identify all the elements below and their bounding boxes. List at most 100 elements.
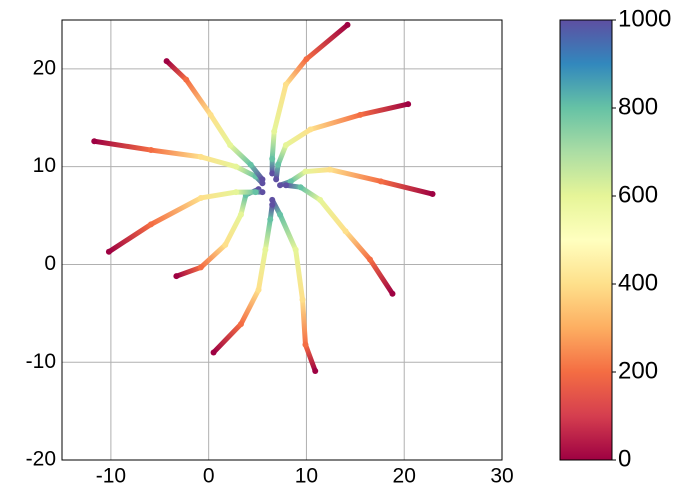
trajectory-segment: [293, 247, 306, 303]
point: [357, 111, 364, 118]
colorbar-tick-label: 1000: [618, 5, 671, 32]
colorbar-tick-label: 400: [618, 269, 658, 296]
point: [317, 196, 324, 203]
trajectory-segment: [271, 82, 289, 134]
point: [297, 184, 304, 191]
point: [267, 216, 274, 223]
point: [302, 168, 309, 175]
point: [344, 21, 351, 28]
trajectory-segment: [183, 77, 214, 118]
trajectory-segment: [300, 297, 308, 348]
colorbar: 0 200 400 600 800 1000: [559, 5, 671, 472]
point: [277, 211, 284, 218]
trajectory-segment: [317, 197, 349, 234]
point: [307, 126, 314, 133]
trajectory-segment: [211, 321, 244, 355]
point: [303, 56, 310, 63]
point: [282, 81, 289, 88]
point: [269, 155, 276, 162]
trajectory-segment: [173, 264, 204, 279]
point: [389, 290, 396, 297]
trajectory-segment: [198, 154, 239, 170]
trajectory-segment: [303, 22, 351, 62]
trajectory-segment: [269, 128, 277, 162]
point: [163, 58, 170, 65]
trajectory-segment: [283, 127, 313, 148]
point: [222, 241, 229, 248]
x-tick-label: 0: [203, 465, 215, 488]
trajectory-segment: [262, 216, 273, 253]
trajectory-segment: [302, 167, 333, 175]
y-tick-label: -20: [26, 448, 56, 471]
trajectory-segment: [343, 228, 373, 263]
trajectory-segment: [227, 142, 254, 168]
point: [247, 161, 254, 168]
point: [147, 221, 154, 228]
x-tick-label: -10: [96, 465, 126, 488]
point: [377, 178, 384, 185]
point: [233, 163, 240, 170]
trajectory-segment: [238, 192, 249, 218]
trajectory-segment: [91, 138, 154, 153]
point: [269, 170, 276, 177]
point: [233, 189, 240, 196]
point: [197, 264, 204, 271]
point: [302, 341, 309, 348]
trajectory-segment: [327, 167, 384, 184]
point: [405, 101, 412, 108]
trajectory-segment: [222, 212, 244, 248]
trajectory-segment: [164, 58, 189, 83]
point: [91, 138, 98, 145]
plot-frame: [61, 19, 503, 461]
trajectory-segment: [198, 189, 239, 201]
trajectory-segment: [233, 164, 259, 179]
trajectory-segment: [148, 147, 204, 160]
point: [429, 191, 436, 198]
point: [237, 321, 244, 328]
point: [183, 76, 190, 83]
trajectory-segment: [106, 221, 154, 255]
point: [275, 161, 282, 168]
point: [367, 256, 373, 263]
point: [147, 147, 154, 154]
point: [277, 182, 284, 189]
point: [252, 189, 259, 196]
point: [237, 211, 244, 218]
point: [342, 228, 349, 235]
colorbar-tick-label: 0: [618, 445, 631, 472]
y-tick-label: -10: [26, 350, 56, 373]
point: [262, 246, 269, 253]
colorbar-tick-label: 600: [618, 181, 658, 208]
trajectory-segment: [238, 287, 262, 327]
colorbar-gradient: [559, 19, 613, 461]
trajectory-segment: [248, 162, 265, 182]
x-tick-label: 10: [295, 465, 318, 488]
point: [197, 194, 204, 201]
point: [312, 368, 319, 375]
trajectory-segment: [256, 247, 268, 293]
trajectory-segment: [307, 112, 363, 133]
trajectory-segment: [378, 178, 436, 197]
trajectory-segment: [208, 112, 233, 148]
point: [282, 182, 289, 189]
point: [269, 196, 276, 203]
x-tick-label: 20: [393, 465, 416, 488]
trajectory-segment: [302, 342, 318, 374]
point: [259, 189, 266, 196]
colorbar-tick-label: 800: [618, 93, 658, 120]
point: [207, 111, 214, 118]
y-tick-label: 0: [44, 252, 56, 275]
point: [255, 286, 262, 293]
point: [210, 349, 217, 356]
point: [105, 248, 112, 255]
point: [227, 142, 234, 149]
trajectory-segment: [367, 257, 395, 297]
point: [282, 142, 289, 149]
point: [299, 296, 306, 303]
x-tick-label: 30: [490, 465, 513, 488]
y-tick-label: 20: [33, 56, 56, 79]
point: [271, 128, 278, 135]
trajectory-segment: [283, 56, 309, 88]
trajectory-segment: [275, 142, 289, 168]
point: [259, 176, 266, 183]
